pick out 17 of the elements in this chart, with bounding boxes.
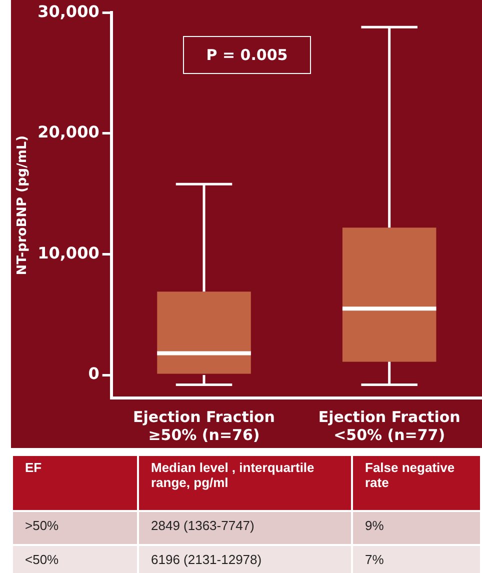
text: <50% (13, 546, 137, 573)
text: False negative rate (353, 456, 480, 510)
text: EF (13, 456, 137, 510)
text: >50% (13, 512, 137, 544)
text: 9% (353, 512, 480, 544)
annotation: P = 0.005 (183, 36, 311, 74)
y-tick-label: 0 (88, 364, 100, 384)
text: 6196 (2131-12978) (139, 546, 351, 573)
x-tick-label: Ejection Fraction ≥50% (n=76) (133, 408, 275, 444)
text: Median level , interquartile range, pg/ml (139, 456, 351, 510)
text: 2849 (1363-7747) (139, 512, 351, 544)
x-tick-label: Ejection Fraction <50% (n=77) (318, 408, 460, 444)
y-tick-label: 20,000 (38, 122, 100, 142)
y-tick-label: 30,000 (38, 2, 100, 21)
y-axis-title: NT-proBNP (pg/mL) (15, 135, 30, 276)
text: 7% (353, 546, 480, 573)
y-tick-label: 10,000 (38, 243, 100, 262)
